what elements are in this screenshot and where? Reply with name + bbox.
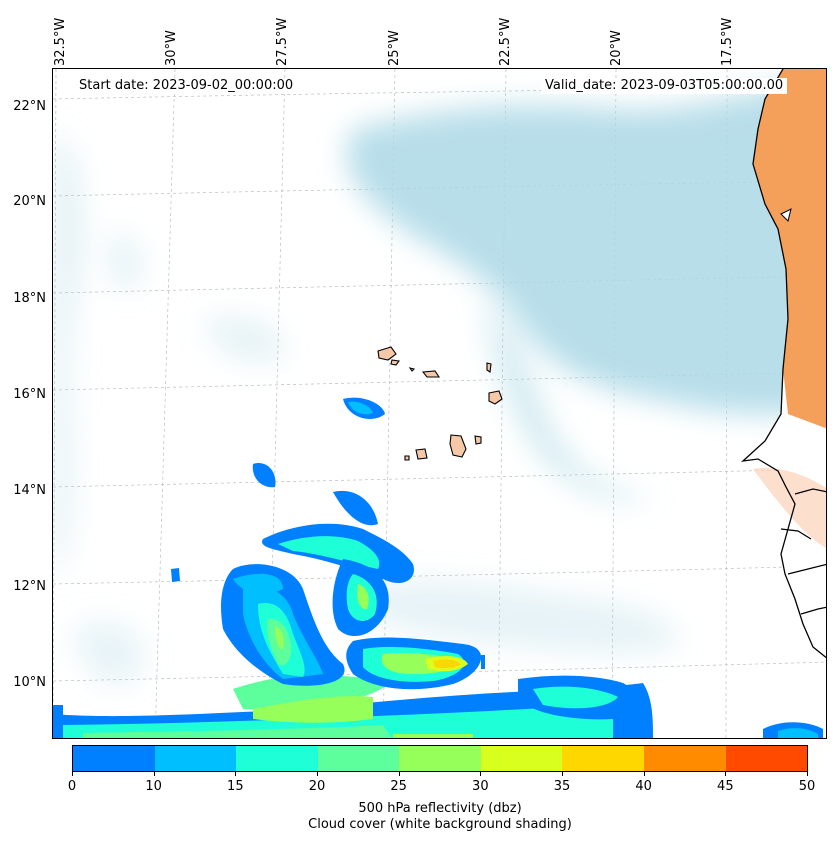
colorbar-tick-label: 30 <box>472 779 489 794</box>
longitude-label: 20°W <box>609 30 624 66</box>
colorbar-segment <box>725 746 808 771</box>
colorbar-tick <box>317 772 318 776</box>
longitude-label: 25°W <box>387 30 402 66</box>
latitude-label: 14°N <box>13 483 46 498</box>
latitude-label: 16°N <box>13 387 46 402</box>
colorbar-segment <box>480 746 563 771</box>
colorbar-segment <box>399 746 481 771</box>
colorbar-label: 500 hPa reflectivity (dbz) <box>358 801 522 816</box>
colorbar-tick <box>643 772 645 776</box>
colorbar-segment <box>562 746 644 771</box>
colorbar-tick-label: 0 <box>67 779 77 794</box>
longitude-label: 17.5°W <box>720 17 735 66</box>
colorbar-tick <box>398 772 400 776</box>
colorbar-segment <box>154 746 237 771</box>
colorbar-tick <box>235 772 237 776</box>
reflectivity-contours <box>53 397 823 738</box>
colorbar-tick <box>72 772 73 776</box>
colorbar-tick <box>807 772 808 776</box>
longitude-label: 30°W <box>164 30 179 66</box>
colorbar-tick-label: 20 <box>308 779 326 794</box>
latitude-label: 22°N <box>13 99 46 114</box>
colorbar-segment <box>317 746 400 771</box>
colorbar <box>72 745 808 772</box>
latitude-label: 10°N <box>13 675 46 690</box>
longitude-label: 22.5°W <box>498 17 513 66</box>
colorbar-tick <box>725 772 727 776</box>
colorbar-tick-label: 35 <box>553 779 571 794</box>
cloud-cover-shading <box>53 79 826 686</box>
cape-verde-islands <box>377 346 503 461</box>
colorbar-tick <box>480 772 482 776</box>
colorbar-tick <box>562 772 563 776</box>
longitude-label: 27.5°W <box>275 17 290 66</box>
colorbar-sublabel: Cloud cover (white background shading) <box>308 817 572 832</box>
valid-date-label: Valid_date: 2023-09-03T05:00:00.00 <box>541 78 788 94</box>
start-date-label: Start date: 2023-09-02_00:00:00 <box>75 78 298 94</box>
colorbar-tick <box>153 772 155 776</box>
colorbar-segment <box>236 746 318 771</box>
latitude-label: 20°N <box>13 194 46 209</box>
colorbar-tick-label: 10 <box>145 779 162 794</box>
colorbar-segment <box>643 746 726 771</box>
colorbar-tick-label: 15 <box>227 779 244 794</box>
colorbar-tick-label: 50 <box>798 779 816 794</box>
africa-mainland <box>741 69 826 659</box>
colorbar-tick-label: 45 <box>717 779 734 794</box>
latitude-label: 18°N <box>13 291 46 306</box>
colorbar-tick-label: 25 <box>390 779 407 794</box>
latitude-label: 12°N <box>13 579 46 594</box>
map-canvas <box>53 69 826 738</box>
longitude-label: 32.5°W <box>53 17 68 66</box>
colorbar-segment <box>73 746 155 771</box>
colorbar-tick-label: 40 <box>635 779 652 794</box>
map-panel[interactable] <box>52 68 827 739</box>
